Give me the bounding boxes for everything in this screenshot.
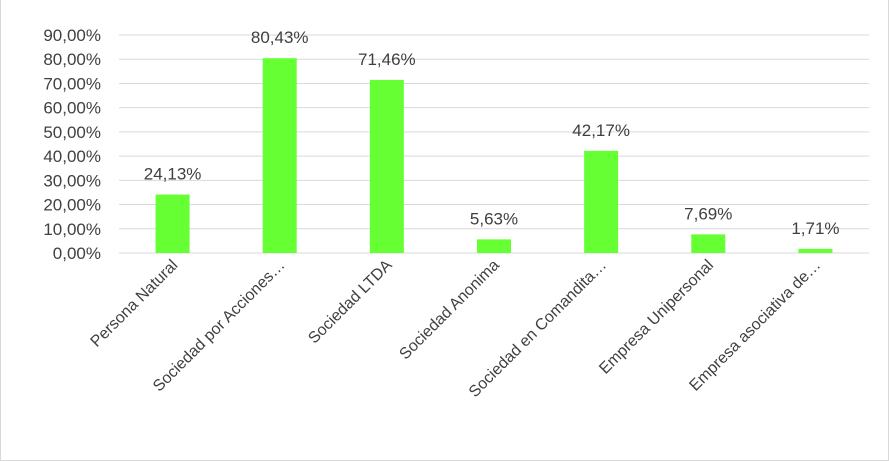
y-tick-label: 90,00% [43,26,101,45]
bar [369,79,404,254]
data-label: 7,69% [684,204,732,223]
category-label: Persona Natural [88,257,182,351]
category-label: Sociedad Anonima [396,257,502,363]
y-tick-label: 40,00% [43,147,101,166]
y-tick-label: 10,00% [43,220,101,239]
y-tick-label: 80,00% [43,50,101,69]
y-tick-label: 20,00% [43,196,101,215]
data-labels: 24,13% 80,43% 71,46% 5,63% 42,17% 7,69% 1,71% [144,28,840,238]
data-label: 80,43% [251,28,309,47]
data-label: 24,13% [144,165,202,184]
data-label: 42,17% [572,121,630,140]
data-label: 5,63% [470,209,518,228]
data-label: 1,71% [791,219,839,238]
category-label: Sociedad LTDA [305,257,396,348]
bar [798,248,833,253]
y-tick-label: 50,00% [43,123,101,142]
y-tick-label: 70,00% [43,74,101,93]
bar [477,239,511,253]
bar [691,234,726,253]
y-tick-label: 0,00% [53,244,101,263]
grid-lines [119,34,869,254]
data-label: 71,46% [358,50,416,69]
bars [155,58,833,254]
bar [262,58,297,254]
y-axis-tick-labels: 0,00% 10,00% 20,00% 30,00% 40,00% 50,00% 60,00… [43,26,101,263]
bar [584,150,619,253]
y-tick-label: 60,00% [43,99,101,118]
category-label: Empresa Unipersonal [596,257,717,378]
y-tick-label: 30,00% [43,171,101,190]
bar [155,194,190,253]
